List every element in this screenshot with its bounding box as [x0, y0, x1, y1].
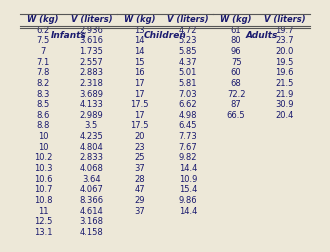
- Text: Adults: Adults: [245, 32, 278, 40]
- Text: Infants: Infants: [50, 32, 86, 40]
- Text: Children: Children: [144, 32, 186, 40]
